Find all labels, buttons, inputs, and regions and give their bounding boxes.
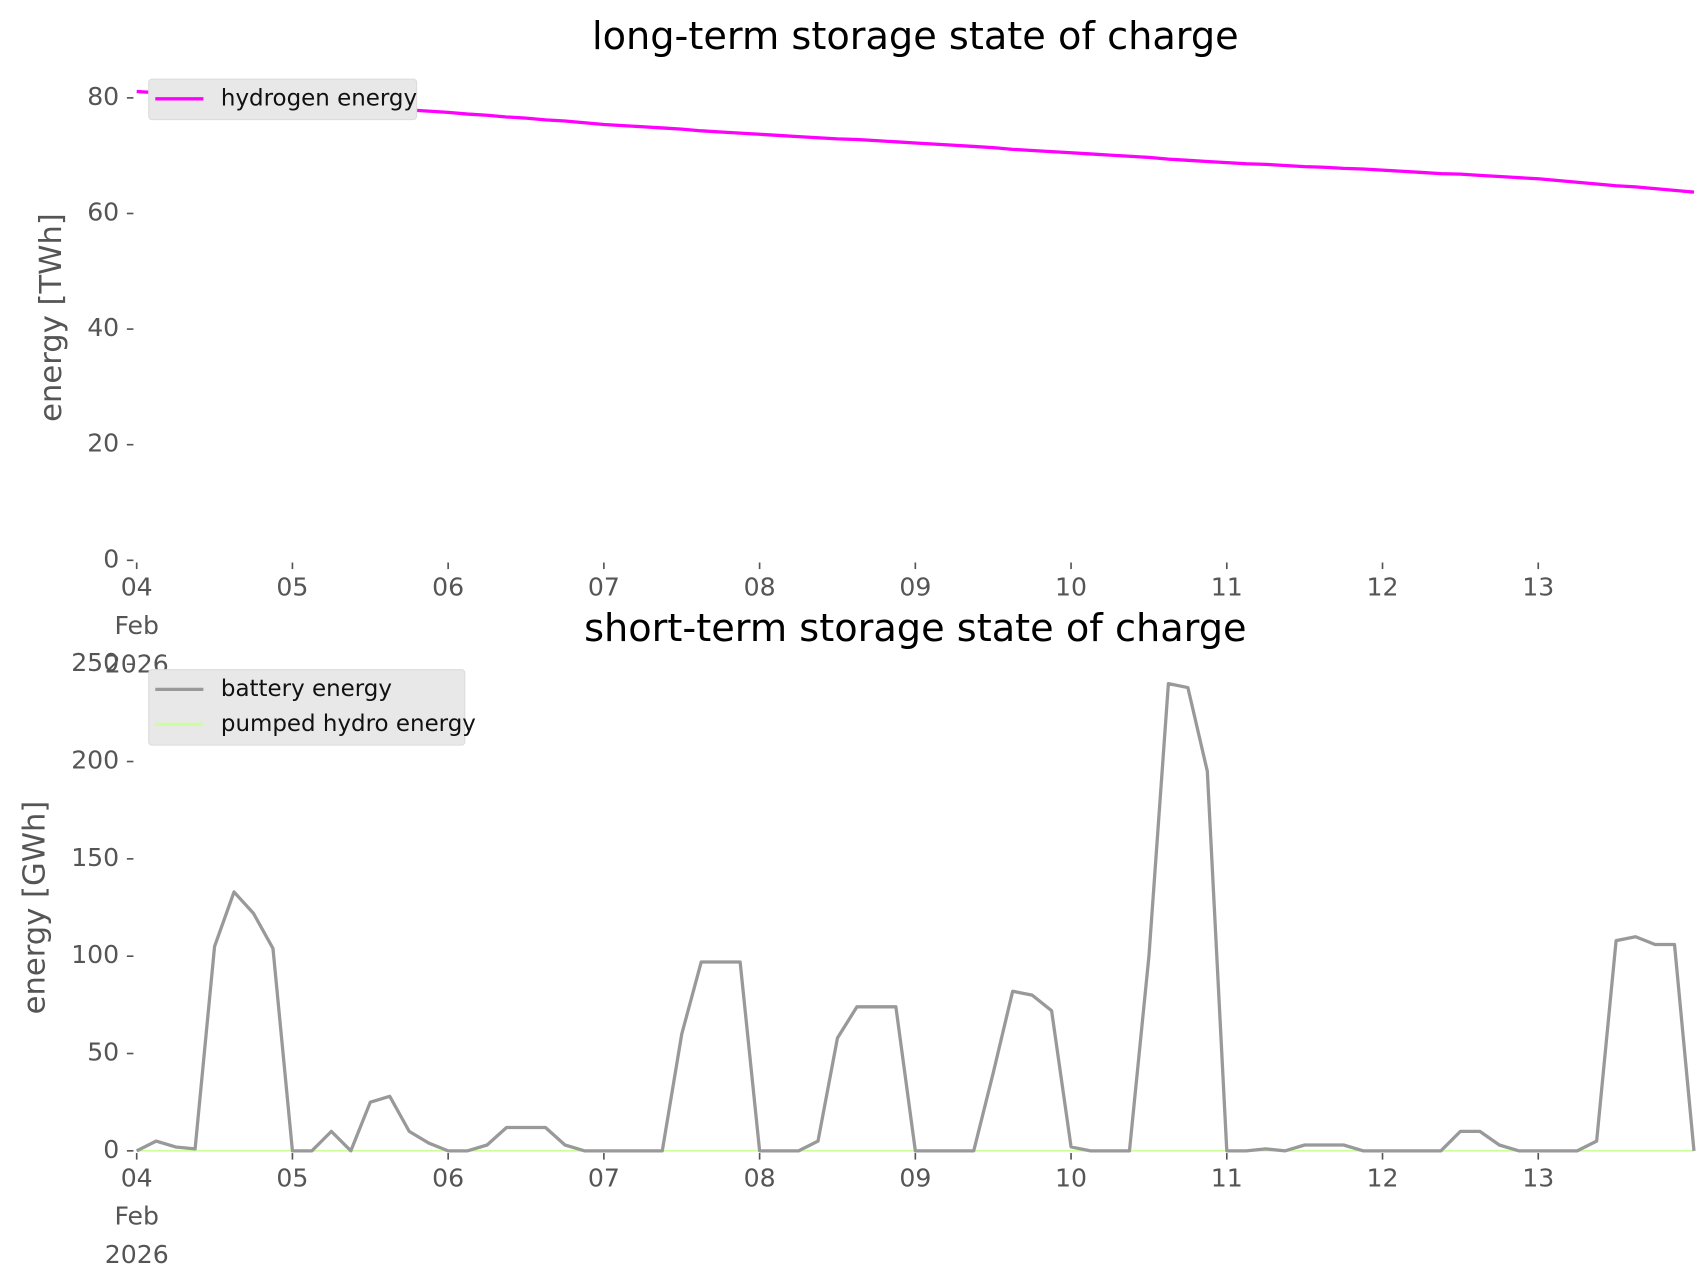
x-tick-label: 07 [588,573,620,602]
x-tick-label: 10 [1055,573,1087,602]
y-tick-label: 0 [103,544,119,573]
x-tick-label: 06 [432,573,464,602]
y-tick-label: 0 [103,1135,119,1164]
y-axis-label: energy [TWh] [34,213,69,422]
legend-box [148,669,466,746]
x-tick-label: 08 [744,573,776,602]
chart-title: short-term storage state of charge [584,606,1247,651]
legend-label: hydrogen energy [221,85,417,111]
y-tick-label: 150 [71,843,119,872]
y-axis-label: energy [GWh] [18,801,53,1015]
x-tick-label: 13 [1522,573,1554,602]
x-tick-label: 09 [899,1163,931,1192]
x-tick-label: 06 [432,1163,464,1192]
legend: battery energy pumped hydro energy [148,669,476,746]
chart-title: long-term storage state of charge [592,14,1239,59]
x-tick-label: 07 [588,1163,620,1192]
y-tick-label: 200 [71,746,119,775]
x-tick-label: 12 [1367,573,1399,602]
x-tick-label: 05 [276,573,308,602]
legend-box [148,78,418,121]
x-tick-label: 11 [1211,573,1243,602]
x-tick-label: 11 [1211,1163,1243,1192]
x-tick-label: 10 [1055,1163,1087,1192]
legend: hydrogen energy [148,78,418,121]
x-tick-label: 05 [276,1163,308,1192]
y-tick-label: 50 [87,1038,119,1067]
x-tick-label: 08 [744,1163,776,1192]
y-tick-label: 60 [87,197,119,226]
y-tick-label: 100 [71,940,119,969]
y-tick-label: 40 [87,313,119,342]
y-tick-label: 20 [87,429,119,458]
x-tick-label: 04 Feb 2026 [105,1163,169,1269]
data-line [135,682,1696,1153]
x-tick-label: 13 [1522,1163,1554,1192]
y-tick-label: 250 [71,648,119,677]
x-tick-label: 09 [899,573,931,602]
legend-label: pumped hydro energy [221,711,476,737]
legend-label: battery energy [221,676,392,702]
y-tick-label: 80 [87,82,119,111]
x-tick-label: 12 [1367,1163,1399,1192]
